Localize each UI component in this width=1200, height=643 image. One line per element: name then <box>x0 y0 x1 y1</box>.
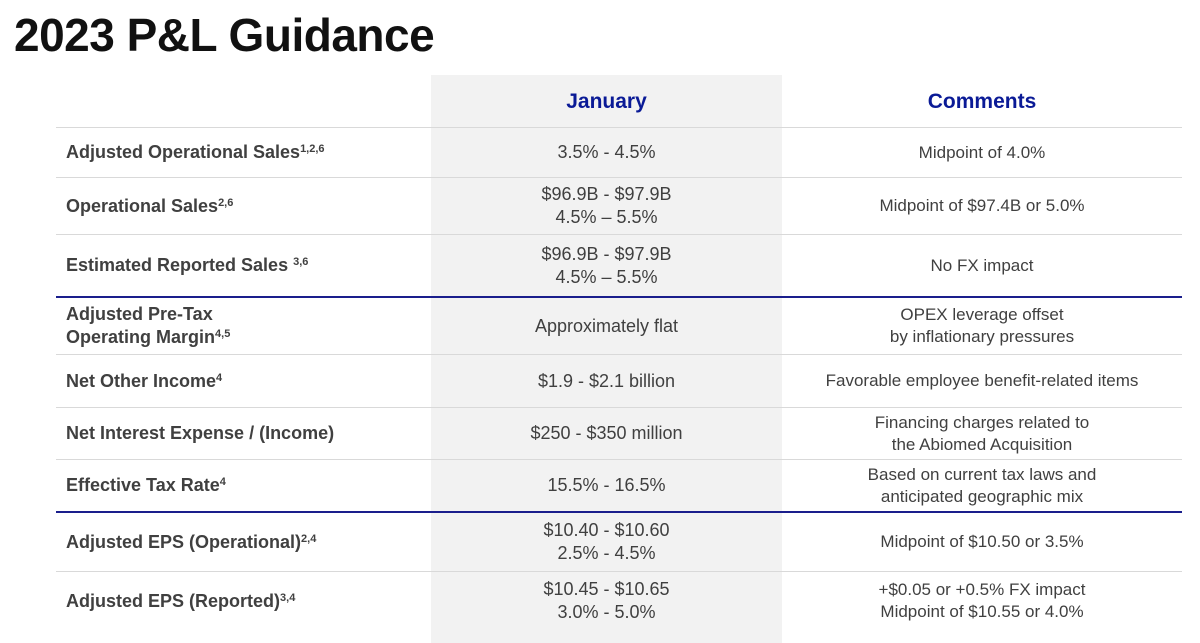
row-divider <box>56 234 1182 235</box>
january-value: Approximately flat <box>534 315 679 336</box>
comment: Midpoint of 4.0% <box>918 142 1046 162</box>
january-value: $96.9B - $97.9B 4.5% – 5.5% <box>541 184 672 227</box>
january-value: $10.40 - $10.60 2.5% - 4.5% <box>543 520 670 563</box>
january-value: 3.5% - 4.5% <box>557 142 656 162</box>
january-value: $96.9B - $97.9B 4.5% – 5.5% <box>541 243 672 287</box>
table-row: Adjusted Pre-Tax Operating Margin4,5 App… <box>56 298 1182 354</box>
comment: OPEX leverage offset by inflationary pre… <box>889 305 1075 346</box>
table-row: Operational Sales2,6 $96.9B - $97.9B 4.5… <box>56 178 1182 234</box>
column-header-comments: Comments <box>927 89 1037 113</box>
table-row: Adjusted Operational Sales1,2,6 3.5% - 4… <box>56 128 1182 177</box>
row-divider <box>56 571 1182 572</box>
comment: Midpoint of $97.4B or 5.0% <box>879 196 1085 215</box>
table-row: Net Other Income4 $1.9 - $2.1 billion Fa… <box>56 355 1182 407</box>
january-value: $250 - $350 million <box>530 423 683 443</box>
table-row: Net Interest Expense / (Income) $250 - $… <box>56 408 1182 459</box>
row-divider <box>56 459 1182 460</box>
comment: No FX impact <box>930 255 1034 275</box>
row-divider <box>56 407 1182 408</box>
row-label: Adjusted Pre-Tax Operating Margin4,5 <box>66 304 231 347</box>
comment: Favorable employee benefit-related items <box>825 371 1139 390</box>
row-label: Adjusted EPS (Operational)2,4 <box>66 531 317 552</box>
table-row: Adjusted EPS (Operational)2,4 $10.40 - $… <box>56 513 1182 571</box>
january-value: $10.45 - $10.65 3.0% - 5.0% <box>543 579 670 622</box>
january-column-background <box>431 75 782 643</box>
section-divider <box>56 296 1182 298</box>
january-value: $1.9 - $2.1 billion <box>537 370 676 391</box>
comment: Based on current tax laws and anticipate… <box>867 464 1097 506</box>
table-row: Adjusted EPS (Reported)3,4 $10.45 - $10.… <box>56 572 1182 630</box>
comment: Financing charges related to the Abiomed… <box>874 412 1090 454</box>
january-value: 15.5% - 16.5% <box>547 475 666 495</box>
comment: Midpoint of $10.50 or 3.5% <box>880 532 1084 551</box>
row-divider <box>56 354 1182 355</box>
row-label: Net Other Income4 <box>66 370 223 391</box>
row-divider <box>56 177 1182 178</box>
row-label: Effective Tax Rate4 <box>66 475 226 495</box>
row-label: Estimated Reported Sales 3,6 <box>66 255 309 275</box>
row-label: Operational Sales2,6 <box>66 195 234 216</box>
row-divider <box>56 127 1182 128</box>
table-row: Estimated Reported Sales 3,6 $96.9B - $9… <box>56 235 1182 296</box>
row-label: Adjusted EPS (Reported)3,4 <box>66 590 296 611</box>
section-divider <box>56 511 1182 513</box>
comment: +$0.05 or +0.5% FX impact Midpoint of $1… <box>878 580 1086 621</box>
row-label: Net Interest Expense / (Income) <box>66 423 335 443</box>
row-label: Adjusted Operational Sales1,2,6 <box>66 142 325 162</box>
column-header-january: January <box>566 89 647 113</box>
page-title: 2023 P&L Guidance <box>14 9 435 61</box>
table-row: Effective Tax Rate4 15.5% - 16.5% Based … <box>56 460 1182 511</box>
